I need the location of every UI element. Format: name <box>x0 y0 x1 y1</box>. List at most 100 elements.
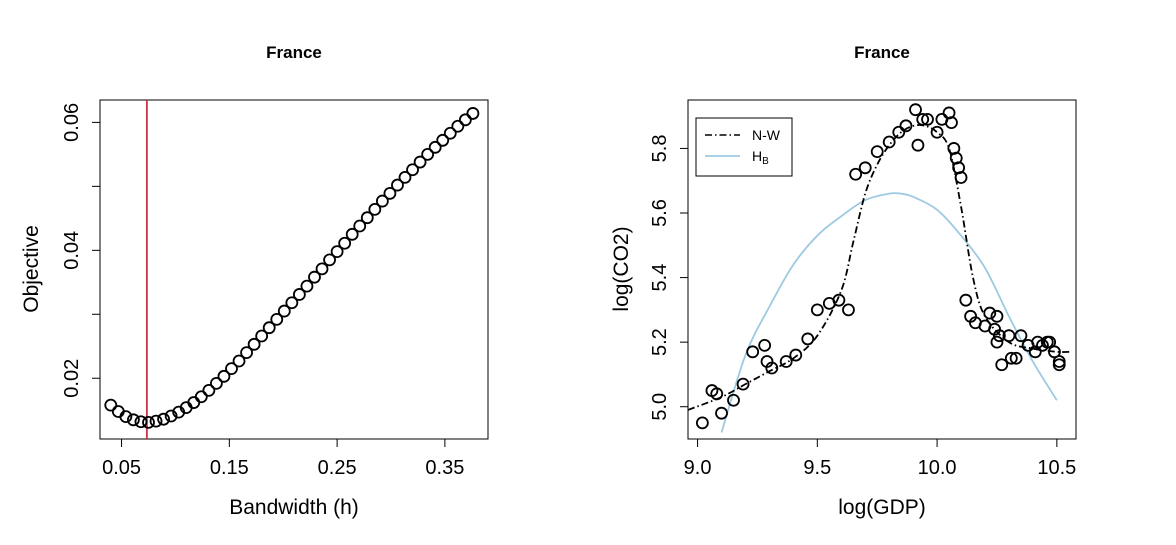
data-point <box>232 354 246 368</box>
data-point <box>801 332 815 346</box>
data-point <box>466 107 480 120</box>
data-point <box>1004 351 1018 365</box>
data-point <box>992 329 1006 343</box>
data-point <box>300 279 314 293</box>
data-point <box>149 414 163 428</box>
chart-title: France <box>266 43 322 62</box>
y-tick-label: 0.06 <box>61 103 83 142</box>
data-point <box>990 335 1004 349</box>
legend: N-W HB <box>695 117 793 177</box>
data-point <box>353 219 367 233</box>
y-axis: 0.02 0.04 0.06 <box>61 103 101 398</box>
data-point <box>338 236 352 250</box>
data-point <box>451 119 465 133</box>
data-point <box>134 415 148 429</box>
data-point <box>995 358 1009 372</box>
x-tick-label: 0.15 <box>210 457 249 479</box>
data-point <box>225 362 238 376</box>
x-tick-label: 0.25 <box>318 457 357 479</box>
data-point <box>954 171 968 184</box>
fitted-lines <box>687 124 1072 433</box>
x-axis: 9.0 9.5 10.0 10.5 <box>684 438 1076 479</box>
data-point <box>715 406 728 420</box>
data-point <box>247 337 261 351</box>
x-tick-label: 10.0 <box>918 457 957 479</box>
data-point <box>959 293 973 307</box>
x-tick-label: 10.5 <box>1037 457 1076 479</box>
y-tick-label: 0.04 <box>61 231 83 270</box>
data-point <box>255 329 269 343</box>
data-point <box>428 140 442 154</box>
data-point <box>202 383 216 397</box>
data-point <box>330 245 344 258</box>
data-point <box>1002 329 1016 343</box>
hb-curve <box>720 192 1058 433</box>
objective-points <box>104 107 480 429</box>
data-point <box>736 377 750 391</box>
data-point <box>209 376 223 390</box>
data-point <box>421 147 435 161</box>
bandwidth-objective-plot: France Bandwidth (h) Objective 0.05 0.15 0… <box>20 43 489 519</box>
data-point <box>142 415 155 429</box>
data-point <box>194 390 208 404</box>
nw-curve <box>687 124 1072 411</box>
data-point <box>308 270 321 284</box>
data-point <box>916 112 930 126</box>
x-tick-label: 9.5 <box>803 457 831 479</box>
data-point <box>930 125 944 139</box>
data-point <box>779 355 793 368</box>
x-tick-label: 0.35 <box>425 457 464 479</box>
data-point <box>383 186 397 200</box>
plot-frame <box>99 99 489 440</box>
data-point <box>391 178 404 192</box>
data-point <box>911 138 925 152</box>
x-axis: 0.05 0.15 0.25 0.35 <box>102 438 464 479</box>
data-point <box>285 296 299 310</box>
data-point <box>921 112 934 126</box>
legend-box <box>695 117 793 177</box>
data-point <box>127 413 140 427</box>
legend-nw-label: N-W <box>752 127 781 143</box>
data-point <box>882 135 896 149</box>
data-point <box>443 126 457 140</box>
data-point <box>360 211 374 225</box>
data-point <box>413 155 427 169</box>
y-axis: 5.0 5.2 5.4 5.6 5.8 <box>649 135 689 421</box>
data-point <box>909 103 922 117</box>
y-tick-label: 5.4 <box>649 264 671 292</box>
x-axis-label: Bandwidth (h) <box>229 496 359 519</box>
data-point <box>119 410 133 424</box>
data-point <box>695 416 709 430</box>
data-point <box>277 304 291 318</box>
observation-points <box>695 103 1066 430</box>
y-tick-label: 5.8 <box>649 135 671 163</box>
data-point <box>104 398 118 412</box>
data-point <box>1014 329 1028 343</box>
y-tick-label: 5.2 <box>649 328 671 356</box>
data-point <box>870 145 884 159</box>
data-point <box>810 303 824 317</box>
data-point <box>458 113 472 127</box>
data-point <box>270 312 284 326</box>
data-point <box>892 125 906 139</box>
y-tick-label: 5.0 <box>649 393 671 421</box>
data-point <box>368 202 382 216</box>
data-point <box>789 348 803 362</box>
data-point <box>164 409 178 423</box>
data-point <box>858 161 872 175</box>
data-point <box>758 338 772 352</box>
x-tick-label: 9.0 <box>684 457 712 479</box>
data-point <box>240 346 253 360</box>
data-point <box>406 163 419 177</box>
x-axis-label: log(GDP) <box>838 496 926 519</box>
data-point <box>983 306 997 320</box>
data-point <box>398 170 412 184</box>
data-point <box>746 345 760 359</box>
y-tick-label: 0.02 <box>61 359 83 398</box>
x-tick-label: 0.05 <box>102 457 141 479</box>
data-point <box>262 321 276 335</box>
data-point <box>436 133 450 147</box>
data-point <box>842 303 855 317</box>
y-tick-label: 5.6 <box>649 199 671 227</box>
y-axis-label: Objective <box>20 225 43 313</box>
